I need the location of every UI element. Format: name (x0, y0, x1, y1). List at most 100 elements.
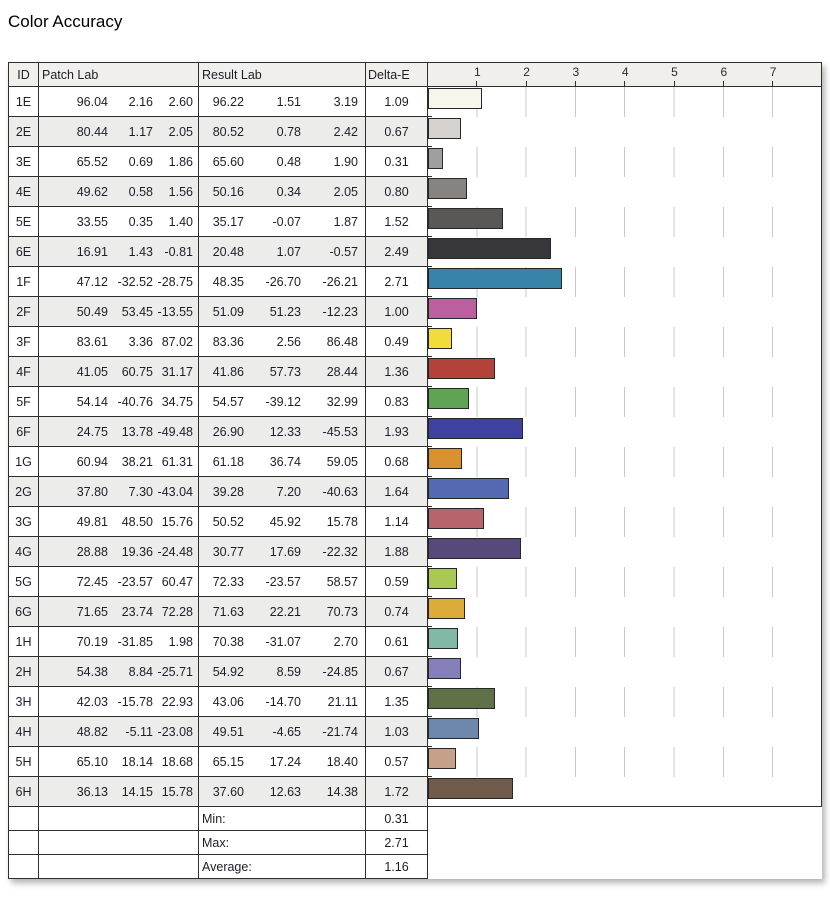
delta-e-bar (428, 388, 469, 409)
patch-lab-value: 71.65 (76, 604, 108, 619)
axis-tick-mark (772, 81, 774, 86)
result-lab-value: 80.52 (212, 124, 244, 139)
delta-e-cell: 2.49 (366, 237, 428, 267)
result-lab-value: 51.23 (269, 304, 301, 319)
row-id-cell: 1H (9, 627, 39, 657)
patch-lab-cell: 16.91 1.43 -0.81 (39, 237, 199, 267)
result-lab-cell: 54.57 -39.12 32.99 (199, 387, 366, 417)
result-lab-value: -4.65 (272, 724, 302, 739)
patch-lab-value: -23.08 (157, 724, 193, 739)
row-id-cell: 3H (9, 687, 39, 717)
result-lab-value: 58.57 (326, 574, 358, 589)
delta-e-bar (428, 418, 524, 439)
delta-e-cell: 1.14 (366, 507, 428, 537)
summary-value: 0.31 (366, 807, 428, 831)
result-lab-cell: 51.09 51.23 -12.23 (199, 297, 366, 327)
table-row: 3F 83.61 3.36 87.02 83.36 2.56 86.48 0.49 (9, 327, 822, 357)
row-boundary-tick (428, 296, 432, 297)
delta-e-bar (428, 598, 465, 619)
patch-lab-value: 50.49 (76, 304, 108, 319)
patch-lab-value: 14.15 (121, 784, 153, 799)
patch-lab-value: 23.74 (121, 604, 153, 619)
patch-lab-value: -24.48 (157, 544, 193, 559)
summary-row: Min: 0.31 (9, 807, 822, 831)
row-boundary-tick (428, 656, 432, 657)
row-boundary-tick (428, 776, 432, 777)
patch-lab-value: 54.14 (76, 394, 108, 409)
row-id-cell: 2H (9, 657, 39, 687)
patch-lab-value: 36.13 (76, 784, 108, 799)
table-row: 6E 16.91 1.43 -0.81 20.48 1.07 -0.57 2.49 (9, 237, 822, 267)
delta-e-bar (428, 118, 461, 139)
delta-e-bar-cell (428, 117, 822, 147)
delta-e-bar-cell (428, 207, 822, 237)
delta-e-bar-cell (428, 627, 822, 657)
table-row: 5G 72.45 -23.57 60.47 72.33 -23.57 58.57 0.59 (9, 567, 822, 597)
table-row: 4G 28.88 19.36 -24.48 30.77 17.69 -22.32 1.88 (9, 537, 822, 567)
row-id-cell: 3G (9, 507, 39, 537)
delta-e-cell: 0.59 (366, 567, 428, 597)
axis-tick-mark (574, 81, 576, 86)
table-row: 3E 65.52 0.69 1.86 65.60 0.48 1.90 0.31 (9, 147, 822, 177)
summary-label: Average: (199, 855, 366, 879)
result-lab-value: -14.70 (265, 694, 301, 709)
summary-label: Min: (199, 807, 366, 831)
delta-e-bar-cell (428, 507, 822, 537)
result-lab-value: 22.21 (269, 604, 301, 619)
delta-e-bar-cell (428, 747, 822, 777)
result-lab-value: 37.60 (212, 784, 244, 799)
row-id-cell: 2G (9, 477, 39, 507)
summary-value: 2.71 (366, 831, 428, 855)
result-lab-cell: 26.90 12.33 -45.53 (199, 417, 366, 447)
delta-e-bar (428, 688, 495, 709)
result-lab-value: -26.70 (265, 274, 301, 289)
delta-e-bar (428, 628, 459, 649)
delta-e-bar (428, 148, 444, 169)
table-row: 3G 49.81 48.50 15.76 50.52 45.92 15.78 1.14 (9, 507, 822, 537)
result-lab-value: -0.07 (272, 214, 302, 229)
delta-e-cell: 1.35 (366, 687, 428, 717)
result-lab-value: 61.18 (212, 454, 244, 469)
result-lab-value: 43.06 (212, 694, 244, 709)
patch-lab-value: 87.02 (161, 334, 193, 349)
patch-lab-value: 22.93 (161, 694, 193, 709)
patch-lab-cell: 42.03 -15.78 22.93 (39, 687, 199, 717)
axis-tick-mark (624, 81, 626, 86)
patch-lab-value: -15.78 (117, 694, 153, 709)
result-lab-cell: 35.17 -0.07 1.87 (199, 207, 366, 237)
patch-lab-value: 15.76 (161, 514, 193, 529)
row-boundary-tick (428, 416, 432, 417)
col-header-patch-lab: Patch Lab (39, 63, 199, 87)
patch-lab-value: 60.94 (76, 454, 108, 469)
patch-lab-value: 2.60 (168, 94, 193, 109)
patch-lab-value: 16.91 (76, 244, 108, 259)
patch-lab-value: -13.55 (157, 304, 193, 319)
result-lab-cell: 65.60 0.48 1.90 (199, 147, 366, 177)
delta-e-bar (428, 748, 457, 769)
row-id-cell: 5E (9, 207, 39, 237)
result-lab-value: 65.15 (212, 754, 244, 769)
summary-chart-empty (428, 831, 822, 855)
result-lab-value: 2.05 (333, 184, 358, 199)
result-lab-value: 59.05 (326, 454, 358, 469)
result-lab-value: 70.38 (212, 634, 244, 649)
delta-e-cell: 0.83 (366, 387, 428, 417)
row-boundary-tick (428, 356, 432, 357)
result-lab-cell: 96.22 1.51 3.19 (199, 87, 366, 117)
row-id-cell: 6H (9, 777, 39, 807)
col-header-delta-e: Delta-E (366, 63, 428, 87)
result-lab-value: 50.52 (212, 514, 244, 529)
table-row: 3H 42.03 -15.78 22.93 43.06 -14.70 21.11 1.35 (9, 687, 822, 717)
patch-lab-cell: 83.61 3.36 87.02 (39, 327, 199, 357)
delta-e-cell: 0.31 (366, 147, 428, 177)
result-lab-value: 96.22 (212, 94, 244, 109)
patch-lab-value: 1.43 (128, 244, 153, 259)
result-lab-value: 54.57 (212, 394, 244, 409)
result-lab-value: 2.70 (333, 634, 358, 649)
row-id-cell: 4F (9, 357, 39, 387)
result-lab-cell: 80.52 0.78 2.42 (199, 117, 366, 147)
result-lab-value: 54.92 (212, 664, 244, 679)
row-boundary-tick (428, 206, 432, 207)
summary-row: Max: 2.71 (9, 831, 822, 855)
